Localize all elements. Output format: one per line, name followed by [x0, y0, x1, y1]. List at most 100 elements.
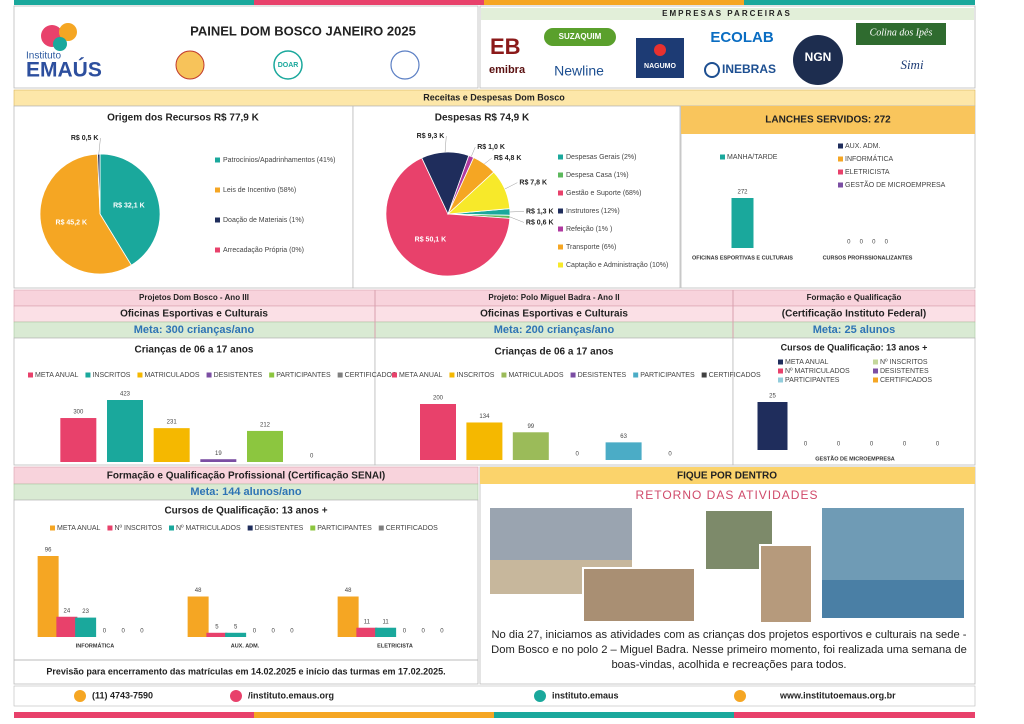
legend-swatch: [392, 372, 397, 378]
bar-value-label: 23: [82, 609, 89, 615]
legend-label: Despesas Gerais (2%): [566, 154, 636, 161]
bar-value-label: 0: [140, 629, 144, 635]
slice-label: R$ 50,1 K: [415, 236, 447, 243]
legend-label: MATRICULADOS: [144, 372, 199, 379]
legend-label: MATRICULADOS: [508, 372, 563, 379]
slice-label: R$ 4,8 K: [494, 155, 522, 162]
legend-swatch: [570, 372, 576, 378]
partner-logo: Newline: [554, 63, 604, 79]
legend-label: Leis de Incentivo (58%): [223, 187, 296, 194]
legend-swatch: [215, 217, 220, 223]
bar-value-label: 200: [433, 396, 444, 402]
bar: [37, 556, 59, 637]
legend-label: DESISTENTES: [880, 368, 929, 375]
legend-swatch: [215, 247, 220, 253]
footer-instagram: instituto.emaus: [552, 690, 619, 700]
legend-swatch: [778, 377, 783, 383]
legend-swatch: [269, 372, 275, 378]
partners-band: [481, 8, 974, 20]
legend-swatch: [838, 169, 843, 175]
panel-title: Projeto: Polo Miguel Badra - Ano II: [488, 293, 619, 302]
bar-value-label: 5: [215, 624, 219, 630]
bar: [206, 632, 228, 637]
strip: [254, 712, 494, 718]
legend-label: Nº INSCRITOS: [114, 525, 162, 532]
footer-bar: [13, 685, 976, 707]
bar: [107, 400, 143, 462]
bar-value-label: 0: [870, 442, 874, 448]
panel-subtitle: (Certificação Instituto Federal): [782, 309, 926, 320]
legend-label: Nº INSCRITOS: [880, 359, 928, 366]
chart-title: Cursos de Qualificação: 13 anos +: [164, 506, 327, 517]
panel-title: Formação e Qualificação: [807, 293, 902, 302]
legend-swatch: [558, 190, 563, 196]
strip: [254, 0, 484, 5]
leader-line: [471, 146, 476, 157]
bar: [247, 430, 283, 462]
bar: [356, 627, 378, 637]
legend-swatch: [558, 208, 563, 214]
bar-value-label: 25: [769, 394, 776, 400]
legend-label: Captação e Administração (10%): [566, 262, 668, 269]
legend-label: Arrecadação Própria (0%): [223, 247, 304, 254]
footer-phone: (11) 4743-7590: [92, 690, 153, 700]
bar-value-label: 0: [936, 442, 940, 448]
pie-slice: [99, 153, 161, 266]
slice-label: R$ 0,6 K: [526, 219, 554, 226]
bar-value-label: 0: [804, 442, 808, 448]
panel-goal: Meta: 300 crianças/ano: [134, 324, 255, 336]
bar: [512, 432, 549, 460]
slice-label: R$ 7,8 K: [519, 179, 547, 186]
pie-slice: [39, 153, 132, 275]
legend-swatch: [558, 244, 563, 250]
leader-line: [509, 216, 525, 223]
partner-logo-bg: [856, 23, 946, 45]
bar-value-label: 48: [345, 588, 352, 594]
legend-swatch: [137, 372, 143, 378]
pie-slice: [385, 157, 511, 277]
bar: [60, 418, 97, 462]
legend-label: META ANUAL: [399, 372, 443, 379]
bar-value-label: 96: [45, 548, 52, 554]
bar-value-label: 134: [479, 414, 490, 420]
slice-label: R$ 1,3 K: [526, 208, 554, 215]
leader-line: [509, 211, 524, 213]
legend-swatch: [558, 154, 563, 160]
bar-value-label: 231: [167, 420, 178, 426]
partner-logo: INEBRAS: [722, 62, 776, 76]
category-label: INFORMÁTICA: [76, 642, 115, 649]
partner-logo: Colina dos Ipês: [870, 27, 933, 38]
legend-swatch: [206, 372, 212, 378]
bar: [466, 422, 503, 460]
bar-value-label: 212: [260, 423, 271, 429]
legend-label: Nº MATRICULADOS: [785, 368, 850, 375]
chart-title: Cursos de Qualificação: 13 anos +: [781, 342, 928, 352]
legend-label: Despesa Casa (1%): [566, 172, 629, 179]
partner-logo-icon: [654, 44, 666, 56]
leader-line: [504, 182, 518, 190]
legend-swatch: [701, 372, 707, 378]
bar-value-label: 11: [364, 619, 371, 625]
badge: [273, 50, 303, 80]
legend-label: Doação de Materiais (1%): [223, 217, 304, 224]
bar-value-label: 272: [737, 190, 748, 196]
bar-value-label: 48: [195, 588, 202, 594]
footer-website: www.institutoemaus.org.br: [779, 690, 896, 700]
footer-icon: [230, 690, 242, 702]
legend-label: CERTIFICADOS: [345, 372, 397, 379]
bar-value-label: 24: [64, 608, 71, 614]
partner-logo: NAGUMO: [644, 63, 676, 70]
strip: [734, 712, 975, 718]
legend-swatch: [558, 172, 563, 178]
bar-value-label: 0: [903, 442, 907, 448]
legend-swatch: [838, 143, 843, 149]
legend-label: Instrutores (12%): [566, 208, 620, 215]
bar: [375, 627, 397, 637]
photo: [822, 580, 964, 618]
legend-swatch: [778, 359, 783, 365]
legend-swatch: [873, 377, 878, 383]
bar: [75, 617, 97, 637]
logo-figure: [59, 23, 77, 41]
note: Previsão para encerramento das matrícula…: [46, 666, 445, 676]
news-text: No dia 27, iniciamos as atividades com a…: [491, 629, 967, 671]
